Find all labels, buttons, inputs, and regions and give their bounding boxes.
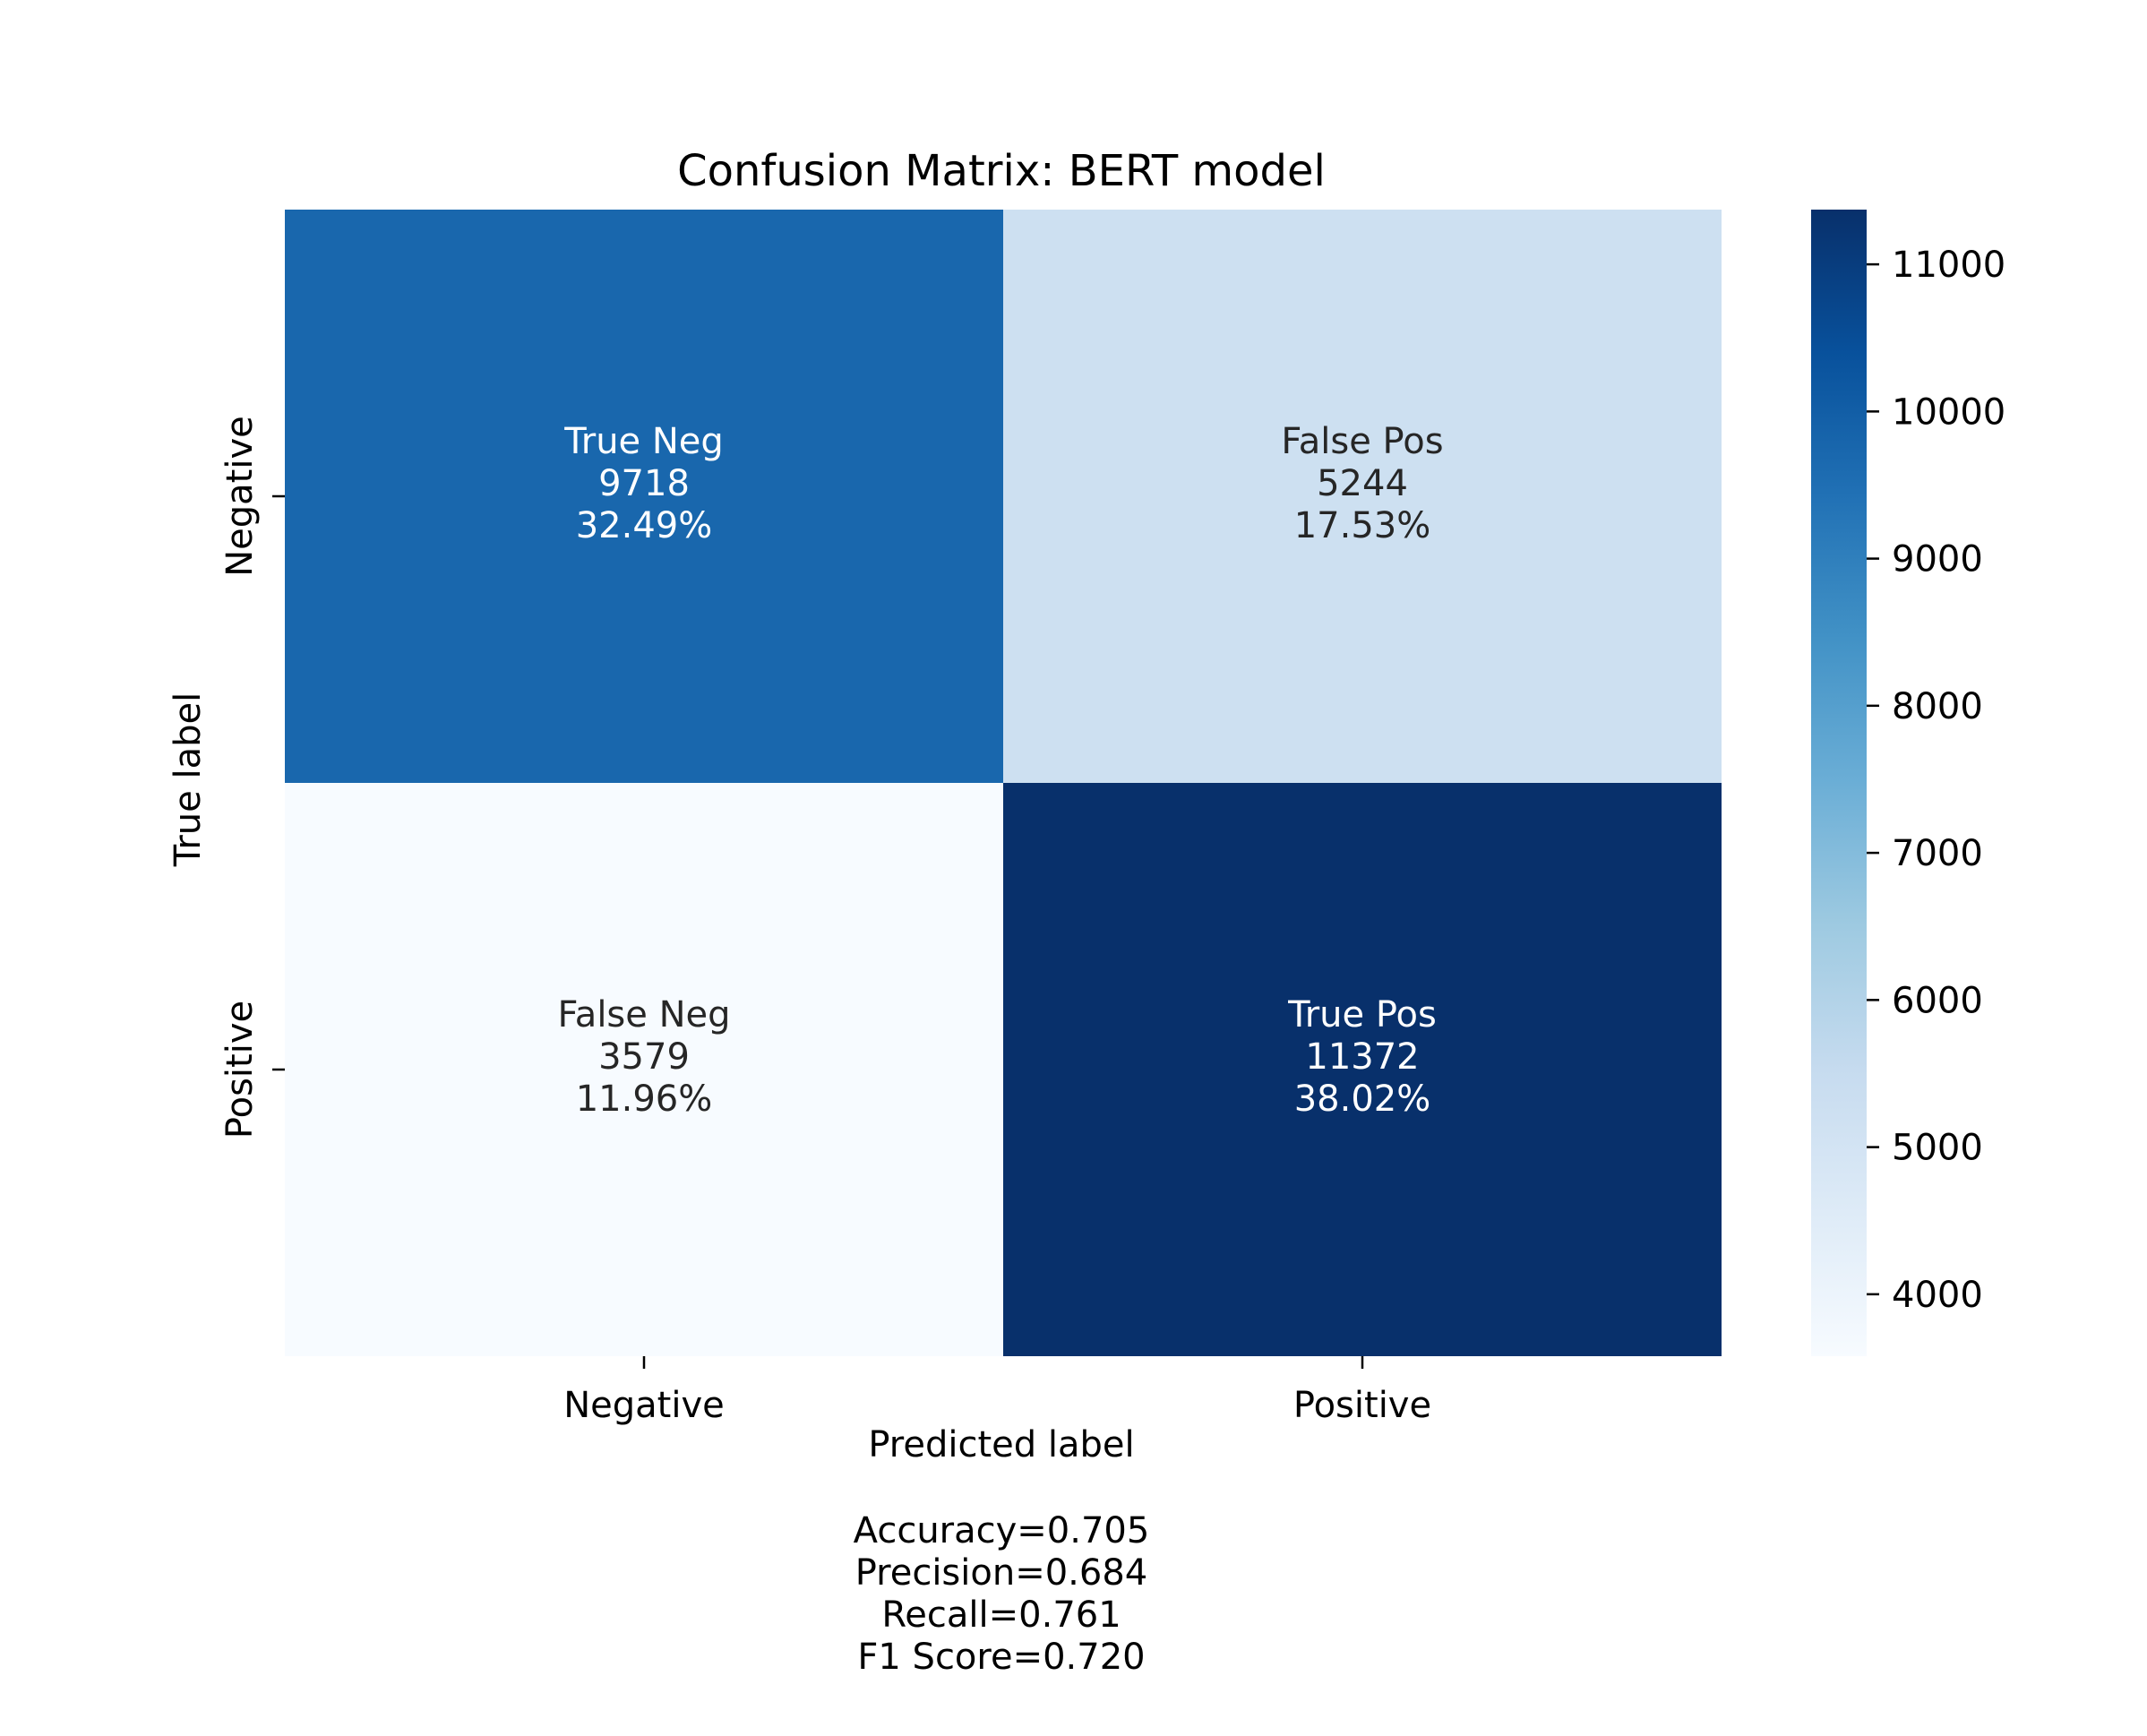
colorbar-gradient: [1811, 210, 1867, 1356]
heatmap-cell: [1003, 783, 1722, 1356]
metric-line: Precision=0.684: [855, 1552, 1148, 1594]
colorbar: 4000 5000 6000 7000 8000 9000 10000 11000: [1811, 210, 2005, 1356]
x-tick-label: Negative: [563, 1385, 725, 1426]
cell-count-label: 3579: [598, 1036, 690, 1078]
heatmap-cell: [285, 783, 1003, 1356]
y-tick-label: Negative: [219, 416, 261, 577]
colorbar-tick-label: 6000: [1892, 980, 1983, 1021]
heatmap-cell: [1003, 210, 1722, 783]
x-axis: Negative Positive: [563, 1356, 1431, 1426]
metrics-summary: Accuracy=0.705Precision=0.684Recall=0.76…: [854, 1510, 1150, 1678]
y-axis: Negative Positive: [219, 416, 285, 1139]
cell-group-label: True Neg: [563, 421, 724, 462]
cell-group-label: True Pos: [1287, 994, 1437, 1036]
metric-line: Recall=0.761: [881, 1594, 1121, 1636]
colorbar-tick-label: 10000: [1892, 391, 2005, 433]
cell-percent-label: 32.49%: [576, 505, 713, 546]
colorbar-tick-label: 4000: [1892, 1275, 1983, 1316]
metric-line: Accuracy=0.705: [854, 1510, 1150, 1551]
cell-percent-label: 17.53%: [1294, 505, 1431, 546]
cell-percent-label: 11.96%: [576, 1079, 713, 1120]
metric-line: F1 Score=0.720: [857, 1637, 1145, 1678]
cell-group-label: False Pos: [1281, 421, 1443, 462]
chart-title: Confusion Matrix: BERT model: [677, 146, 1326, 196]
y-axis-label: True label: [167, 692, 209, 867]
colorbar-tick-label: 8000: [1892, 686, 1983, 727]
colorbar-tick-label: 11000: [1892, 245, 2005, 286]
cell-percent-label: 38.02%: [1294, 1079, 1431, 1120]
cell-count-label: 11372: [1305, 1036, 1419, 1078]
cell-group-label: False Neg: [557, 994, 730, 1036]
x-axis-label: Predicted label: [868, 1424, 1134, 1465]
heatmap-cell: [285, 210, 1003, 783]
colorbar-tick-label: 7000: [1892, 833, 1983, 874]
y-tick-label: Positive: [219, 1001, 261, 1139]
colorbar-tick-label: 9000: [1892, 539, 1983, 580]
x-tick-label: Positive: [1293, 1385, 1431, 1426]
colorbar-tick-label: 5000: [1892, 1128, 1983, 1169]
cell-count-label: 5244: [1317, 463, 1408, 504]
cell-count-label: 9718: [598, 463, 690, 504]
